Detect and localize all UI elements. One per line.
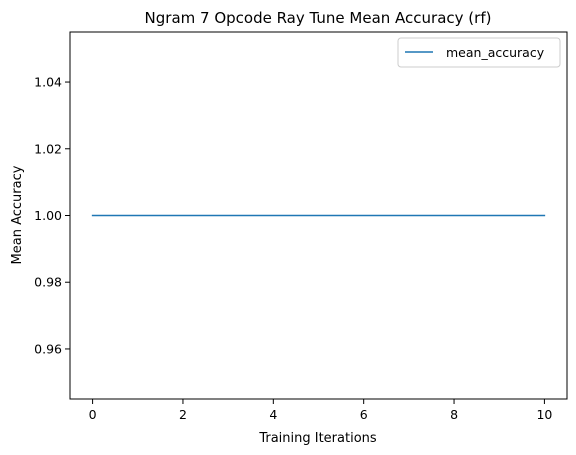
legend-box	[397, 37, 561, 68]
chart-title: Ngram 7 Opcode Ray Tune Mean Accuracy (r…	[145, 9, 492, 27]
x-tick-label: 10	[536, 407, 552, 422]
x-tick-label: 0	[89, 407, 97, 422]
y-axis-ticks: 0.96 0.98 1.00 1.02 1.04	[34, 75, 70, 356]
y-axis-label: Mean Accuracy	[10, 165, 25, 264]
x-tick-label: 4	[269, 407, 277, 422]
x-tick-label: 6	[360, 407, 368, 422]
y-tick-label: 0.98	[34, 275, 62, 290]
y-tick-label: 0.96	[34, 341, 62, 356]
x-axis-label: Training Iterations	[258, 431, 377, 446]
legend: mean_accuracy	[397, 37, 561, 68]
x-axis-ticks: 0 2 4 6 8 10	[89, 399, 552, 422]
x-tick-label: 2	[179, 407, 187, 422]
y-tick-label: 1.02	[34, 141, 62, 156]
y-tick-label: 1.04	[34, 75, 62, 90]
legend-label: mean_accuracy	[446, 45, 545, 60]
x-tick-label: 8	[450, 407, 458, 422]
plot-frame	[69, 31, 568, 400]
y-tick-label: 1.00	[34, 208, 62, 223]
